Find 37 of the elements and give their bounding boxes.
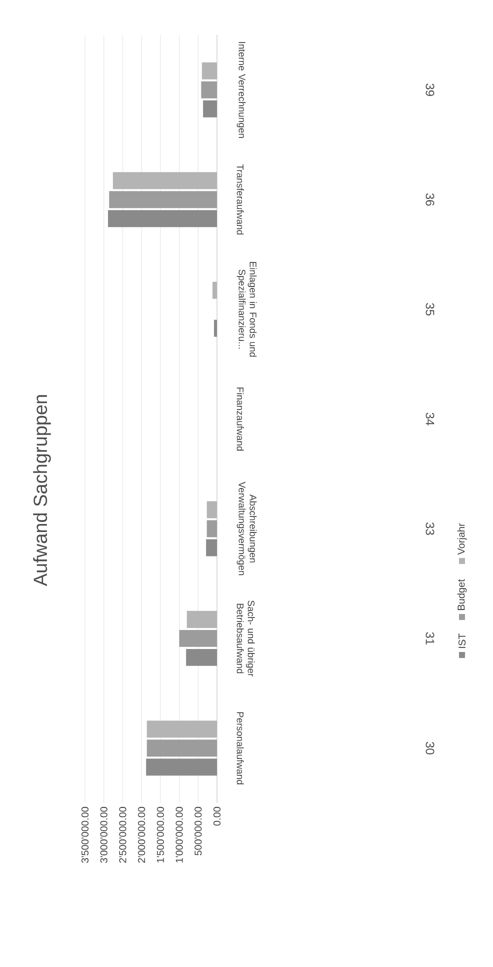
bar: [146, 740, 217, 757]
y-tick-label: Finanzaufwand: [236, 388, 244, 451]
y-tick-label: Abschreibungen Verwaltungsvermögen: [236, 482, 257, 576]
text: Aufwand Sachgruppen: [33, 395, 51, 586]
x-tick-label: 0.00: [213, 806, 221, 826]
bar: [214, 320, 217, 337]
x-tick-label: 1'500'000.00: [156, 806, 164, 862]
text: IST: [458, 633, 466, 648]
text: 31: [426, 632, 434, 645]
bar: [109, 191, 217, 208]
x-tick-label: 500'000.00: [194, 806, 202, 856]
y-tick-label: Sach- und übriger Betriebsaufwand: [236, 600, 255, 677]
text: Budget: [457, 579, 467, 610]
text: 34: [426, 412, 434, 426]
bar: [146, 758, 217, 776]
y-tick-label: Interne Verrechnungen: [236, 42, 246, 138]
text: 30: [426, 742, 434, 754]
y-tick-label: Transferaufwand: [236, 164, 244, 234]
text: Vorjahr: [457, 523, 467, 555]
x-tick-label: 2'500'000.00: [119, 806, 126, 863]
bar: [186, 648, 217, 666]
bar: [179, 630, 217, 647]
bar: [206, 520, 217, 538]
x-tick-label: 2'000'000.00: [138, 806, 146, 863]
x-tick-label: 3'000'000.00: [100, 806, 108, 863]
x-tick-label: 1'000'000.00: [176, 806, 183, 862]
text: 39: [426, 84, 434, 96]
text: 36: [426, 193, 434, 206]
y-tick-label: Einlagen in Fonds und Spezialfinanzieru...: [236, 262, 257, 357]
y-tick-label: Personalaufwand: [236, 712, 244, 784]
bar: [201, 81, 217, 98]
text: 33: [426, 522, 434, 535]
bar: [108, 210, 217, 228]
x-tick-label: 3'500'000.00: [81, 806, 89, 863]
bar: [206, 539, 217, 556]
bar: [203, 100, 217, 118]
text: 35: [426, 303, 434, 316]
